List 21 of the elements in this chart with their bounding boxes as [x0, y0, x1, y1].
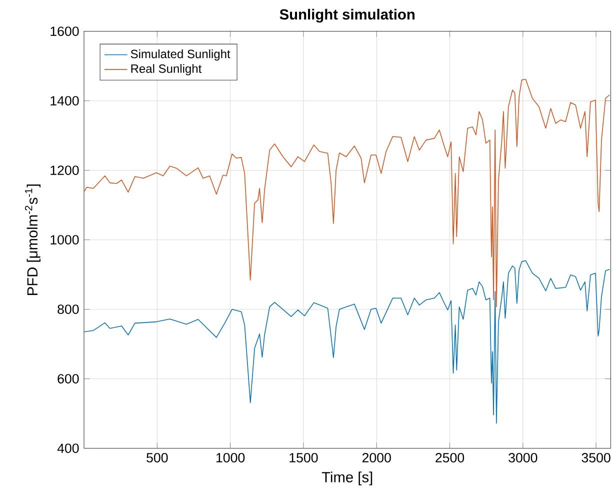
y-tick-label: 800	[58, 304, 79, 314]
x-tick-label: 3000	[508, 452, 538, 462]
x-tick-label: 2000	[362, 452, 391, 462]
x-tick-label: 2500	[436, 452, 464, 462]
line-series	[84, 260, 610, 424]
legend-label: Simulated Sunlight	[130, 49, 230, 61]
y-tick-label: 1200	[50, 166, 79, 175]
x-tick-label: 1500	[290, 452, 318, 462]
y-axis-title: PFD [μmolm$^{-2}$s$^{-1}$]	[24, 184, 40, 295]
y-tick-label: 400	[57, 444, 79, 453]
y-tick-label: 600	[58, 374, 79, 384]
legend-label: Real Sunlight	[131, 64, 202, 76]
chart-title: Sunlight simulation	[280, 8, 414, 23]
y-tick-label: 1400	[50, 96, 79, 106]
x-tick-label: 500	[146, 452, 168, 462]
x-tick-label: 3500	[582, 452, 610, 462]
x-axis-title: Time [s]	[322, 472, 372, 486]
y-tick-label: 1600	[50, 26, 79, 36]
y-tick-label: 1000	[50, 235, 79, 244]
x-tick-label: 1000	[216, 452, 245, 462]
line-series	[84, 78, 610, 308]
